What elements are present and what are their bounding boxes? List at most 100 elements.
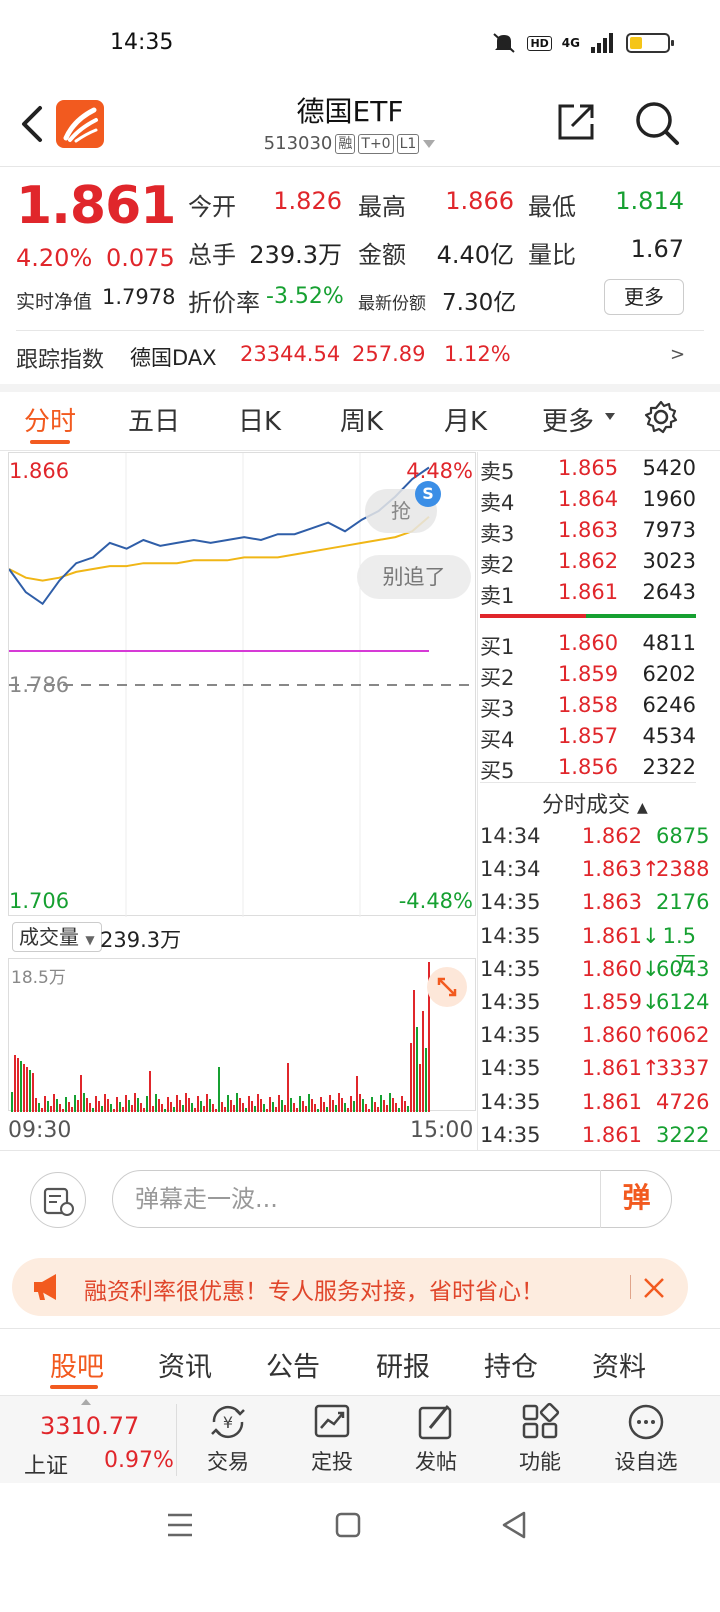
volume-bar	[149, 1071, 151, 1112]
bid-row[interactable]: 买1 1.860 4811	[480, 631, 696, 661]
dont-chase-button[interactable]: 别追了	[357, 555, 471, 599]
ask-row[interactable]: 卖4 1.864 1960	[480, 487, 696, 517]
intraday-chart[interactable]: 1.866 4.48% 1.786 1.706 -4.48% 抢 别追了 S	[8, 452, 477, 917]
ask-volume: 2643	[642, 580, 696, 604]
danmu-toggle-icon[interactable]	[30, 1172, 86, 1228]
volume-bar	[305, 1106, 307, 1112]
chevron-right-icon[interactable]: >	[670, 344, 686, 365]
bid-row[interactable]: 买5 1.856 2322	[480, 755, 696, 785]
subtab-news[interactable]: 资讯	[158, 1352, 212, 1383]
tool-auto-invest[interactable]: 定投	[282, 1402, 382, 1476]
sell-signal-badge[interactable]: S	[415, 481, 441, 507]
tab-more[interactable]: 更多	[542, 407, 595, 437]
trade-icon: ¥	[211, 1405, 245, 1439]
app-logo[interactable]	[56, 100, 104, 148]
trade-time: 14:35	[480, 1122, 541, 1147]
volume-chart-svg	[11, 962, 430, 1112]
home-icon[interactable]	[334, 1511, 362, 1539]
subtab-profile[interactable]: 资料	[592, 1352, 646, 1383]
tool-trade[interactable]: ¥ 交易	[178, 1402, 278, 1476]
tool-features[interactable]: 功能	[490, 1402, 590, 1476]
bid-row[interactable]: 买3 1.858 6246	[480, 693, 696, 723]
volume-bar	[224, 1107, 226, 1112]
promo-banner[interactable]	[12, 1258, 688, 1316]
volume-bar	[299, 1096, 301, 1112]
volume-bar	[407, 1106, 409, 1112]
share-icon[interactable]	[556, 102, 596, 142]
volume-bar	[65, 1097, 67, 1112]
volume-bar	[245, 1108, 247, 1112]
tool-post[interactable]: 发帖	[386, 1402, 486, 1476]
volume-bar	[113, 1109, 115, 1112]
volume-bar	[146, 1096, 148, 1112]
chart-top-pct: 4.48%	[406, 459, 473, 483]
high-label: 最高	[358, 193, 406, 221]
volume-bar	[95, 1096, 97, 1112]
subtab-underline	[50, 1385, 98, 1389]
volume-bar	[266, 1109, 268, 1112]
ask-label: 卖2	[480, 553, 515, 577]
subtab-guba[interactable]: 股吧	[50, 1352, 104, 1383]
volume-bar	[44, 1096, 46, 1112]
ask-row[interactable]: 卖2 1.862 3023	[480, 549, 696, 579]
tab-intraday[interactable]: 分时	[24, 407, 77, 437]
volume-bar	[197, 1096, 199, 1112]
volume-bar	[164, 1109, 166, 1112]
trades-title[interactable]: 分时成交 ▲	[542, 787, 648, 819]
volume-bar	[335, 1105, 337, 1112]
time-start: 09:30	[8, 1118, 72, 1143]
menu-icon[interactable]	[166, 1512, 194, 1538]
danmu-input[interactable]: 弹幕走一波...	[112, 1170, 672, 1228]
subtab-research[interactable]: 研报	[376, 1352, 430, 1383]
stock-code: 513030	[263, 133, 333, 154]
trade-arrow: ↑	[642, 1023, 660, 1048]
ask-volume: 1960	[642, 487, 696, 511]
search-icon[interactable]	[634, 100, 680, 146]
ask-row[interactable]: 卖1 1.861 2643	[480, 580, 696, 610]
volume-bar	[284, 1105, 286, 1112]
bid-label: 买5	[480, 759, 515, 783]
volume-bar	[368, 1109, 370, 1112]
tab-five-day[interactable]: 五日	[128, 407, 181, 437]
tab-weekly-k[interactable]: 周K	[340, 407, 384, 437]
tool-trade-label: 交易	[207, 1450, 249, 1474]
back-nav-icon[interactable]	[500, 1510, 528, 1540]
back-icon[interactable]	[14, 102, 54, 146]
trade-row: 14:35 1.861 4726	[480, 1090, 709, 1114]
volume-selector[interactable]: 成交量 ▼	[12, 922, 102, 952]
volume-bar	[374, 1102, 376, 1112]
more-button[interactable]: 更多	[604, 279, 684, 315]
volume-bar	[389, 1093, 391, 1112]
expand-icon[interactable]	[427, 967, 467, 1007]
bid-row[interactable]: 买2 1.859 6202	[480, 662, 696, 692]
mute-icon	[493, 33, 516, 53]
volume-bar	[332, 1100, 334, 1112]
tool-features-label: 功能	[519, 1450, 561, 1474]
promo-text[interactable]: 融资利率很优惠！专人服务对接，省时省心！	[84, 1279, 544, 1305]
close-icon[interactable]	[642, 1276, 666, 1300]
caret-down-icon[interactable]	[604, 412, 616, 422]
volume-bar	[326, 1107, 328, 1112]
danmu-send-button[interactable]: 弹	[600, 1170, 672, 1228]
trades-title-label: 分时成交	[542, 793, 631, 818]
tool-add-watchlist[interactable]: 设自选	[596, 1402, 696, 1476]
bid-volume: 2322	[642, 755, 696, 779]
sh-index-name: 上证	[24, 1454, 69, 1479]
volume-bar	[41, 1108, 43, 1112]
ask-row[interactable]: 卖3 1.863 7973	[480, 518, 696, 548]
tab-daily-k[interactable]: 日K	[238, 407, 282, 437]
volume-bar	[320, 1097, 322, 1112]
gear-icon[interactable]	[644, 400, 678, 434]
subtab-announcements[interactable]: 公告	[266, 1352, 320, 1383]
trade-arrow	[642, 1123, 656, 1147]
ask-row[interactable]: 卖5 1.865 5420	[480, 456, 696, 486]
volume-chart[interactable]: 18.5万	[8, 958, 476, 1112]
index-widget[interactable]: 3310.77 上证 0.97%	[0, 1396, 176, 1482]
volume-bar	[323, 1102, 325, 1112]
tab-monthly-k[interactable]: 月K	[444, 407, 488, 437]
index-name[interactable]: 德国DAX	[130, 346, 217, 370]
subtab-holdings[interactable]: 持仓	[484, 1352, 538, 1383]
bid-row[interactable]: 买4 1.857 4534	[480, 724, 696, 754]
ratio-label: 量比	[528, 241, 576, 269]
caret-down-icon[interactable]	[422, 139, 436, 149]
